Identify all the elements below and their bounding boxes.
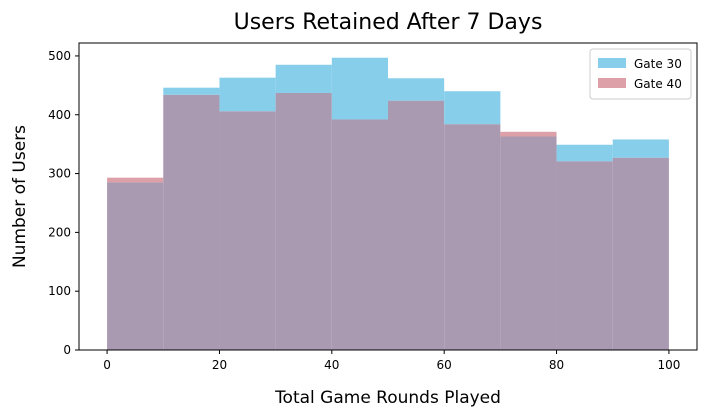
bar-gate-30-bin-1 (163, 87, 220, 95)
y-tick-label: 400 (48, 108, 71, 122)
x-tick-label: 40 (324, 358, 339, 372)
y-tick-label: 500 (48, 49, 71, 63)
legend-swatch-1 (598, 58, 626, 68)
bar-overlap-bin-4 (331, 119, 388, 351)
bar-gate-30-bin-9 (612, 139, 669, 158)
y-tick-label: 0 (63, 343, 71, 357)
legend-label-2: Gate 40 (634, 77, 682, 91)
bar-overlap-bin-5 (388, 100, 445, 350)
bar-overlap-bin-1 (163, 94, 220, 350)
legend-swatch-2 (598, 78, 626, 88)
axes-layer: 0 20 40 60 80 100 0 100 200 300 400 500 (48, 42, 698, 372)
bars-layer (107, 57, 669, 351)
bar-overlap-bin-8 (556, 161, 613, 350)
bar-overlap-bin-3 (275, 92, 332, 351)
bar-gate-30-bin-8 (556, 144, 613, 162)
legend-label-1: Gate 30 (634, 57, 682, 71)
bar-overlap-bin-9 (612, 157, 669, 350)
bar-gate-30-bin-5 (388, 78, 445, 101)
bar-overlap-bin-2 (219, 111, 276, 350)
bar-gate-30-bin-4 (331, 57, 388, 120)
bar-overlap-bin-7 (500, 136, 557, 350)
chart-title: Users Retained After 7 Days (234, 10, 543, 35)
plot-frame (78, 42, 698, 351)
y-tick-label: 100 (48, 284, 71, 298)
bar-gate-30-bin-3 (275, 64, 332, 93)
x-tick-label: 20 (212, 358, 227, 372)
y-axis-title: Number of Users (10, 125, 30, 268)
x-tick-label: 0 (103, 358, 111, 372)
x-axis-title: Total Game Rounds Played (274, 388, 501, 408)
bar-gate-30-bin-2 (219, 77, 276, 112)
bar-gate-30-bin-6 (444, 91, 501, 125)
x-tick-label: 60 (437, 358, 452, 372)
legend: Gate 30 Gate 40 (589, 48, 692, 100)
bar-overlap-bin-6 (444, 124, 501, 350)
bar-overlap-bin-0 (107, 182, 164, 350)
y-tick-label: 200 (48, 225, 71, 239)
x-tick-label: 80 (549, 358, 564, 372)
y-tick-label: 300 (48, 167, 71, 181)
x-tick-label: 100 (657, 358, 680, 372)
bar-gate-40-bin-7 (500, 131, 557, 137)
bar-gate-40-bin-0 (107, 177, 164, 183)
